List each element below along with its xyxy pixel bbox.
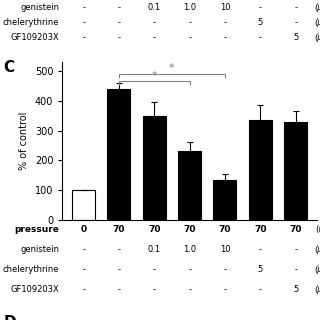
Text: 5: 5 bbox=[293, 285, 298, 294]
Text: 0.1: 0.1 bbox=[148, 3, 161, 12]
Text: -: - bbox=[223, 266, 227, 275]
Text: genistein: genistein bbox=[20, 245, 59, 254]
Text: -: - bbox=[153, 33, 156, 42]
Bar bbox=[72, 190, 95, 220]
Text: -: - bbox=[153, 266, 156, 275]
Text: -: - bbox=[153, 285, 156, 294]
Text: -: - bbox=[223, 18, 227, 27]
Text: 0.1: 0.1 bbox=[148, 245, 161, 254]
Text: -: - bbox=[294, 245, 297, 254]
Text: 0: 0 bbox=[81, 226, 87, 235]
Bar bbox=[108, 89, 131, 220]
Bar bbox=[178, 151, 201, 220]
Text: 10: 10 bbox=[220, 3, 230, 12]
Text: -: - bbox=[117, 266, 120, 275]
Text: GF109203X: GF109203X bbox=[11, 33, 59, 42]
Y-axis label: % of control: % of control bbox=[19, 112, 29, 170]
Text: -: - bbox=[294, 266, 297, 275]
Bar bbox=[213, 180, 236, 220]
Text: 5: 5 bbox=[258, 18, 263, 27]
Text: 70: 70 bbox=[113, 226, 125, 235]
Text: -: - bbox=[259, 245, 262, 254]
Text: -: - bbox=[117, 33, 120, 42]
Text: -: - bbox=[117, 285, 120, 294]
Text: *: * bbox=[151, 71, 157, 81]
Bar bbox=[143, 116, 166, 220]
Text: -: - bbox=[223, 285, 227, 294]
Text: -: - bbox=[117, 245, 120, 254]
Text: 70: 70 bbox=[289, 226, 302, 235]
Text: (μM): (μM) bbox=[315, 18, 320, 27]
Text: pressure: pressure bbox=[14, 226, 59, 235]
Text: 10: 10 bbox=[220, 245, 230, 254]
Text: genistein: genistein bbox=[20, 3, 59, 12]
Text: (μM): (μM) bbox=[315, 245, 320, 254]
Text: -: - bbox=[117, 18, 120, 27]
Text: -: - bbox=[153, 18, 156, 27]
Text: -: - bbox=[223, 33, 227, 42]
Text: -: - bbox=[82, 18, 85, 27]
Text: C: C bbox=[3, 60, 14, 76]
Text: 70: 70 bbox=[254, 226, 267, 235]
Text: chelerythrine: chelerythrine bbox=[3, 18, 59, 27]
Text: (μM): (μM) bbox=[315, 3, 320, 12]
Text: 1.0: 1.0 bbox=[183, 245, 196, 254]
Text: -: - bbox=[259, 3, 262, 12]
Text: -: - bbox=[82, 285, 85, 294]
Text: 5: 5 bbox=[293, 33, 298, 42]
Text: -: - bbox=[294, 18, 297, 27]
Text: chelerythrine: chelerythrine bbox=[3, 266, 59, 275]
Text: (μM): (μM) bbox=[315, 33, 320, 42]
Text: -: - bbox=[82, 3, 85, 12]
Text: (mmHg): (mmHg) bbox=[315, 226, 320, 235]
Text: -: - bbox=[188, 285, 191, 294]
Text: GF109203X: GF109203X bbox=[11, 285, 59, 294]
Text: -: - bbox=[259, 33, 262, 42]
Text: -: - bbox=[82, 266, 85, 275]
Text: *: * bbox=[169, 63, 175, 73]
Text: -: - bbox=[188, 266, 191, 275]
Text: 70: 70 bbox=[219, 226, 231, 235]
Text: -: - bbox=[188, 18, 191, 27]
Text: 1.0: 1.0 bbox=[183, 3, 196, 12]
Text: (μM): (μM) bbox=[315, 266, 320, 275]
Text: (μM): (μM) bbox=[315, 285, 320, 294]
Text: 70: 70 bbox=[183, 226, 196, 235]
Bar bbox=[284, 122, 307, 220]
Text: -: - bbox=[294, 3, 297, 12]
Text: -: - bbox=[82, 33, 85, 42]
Text: -: - bbox=[117, 3, 120, 12]
Text: -: - bbox=[82, 245, 85, 254]
Bar bbox=[249, 120, 272, 220]
Text: D: D bbox=[3, 315, 16, 320]
Text: 5: 5 bbox=[258, 266, 263, 275]
Text: -: - bbox=[188, 33, 191, 42]
Text: 70: 70 bbox=[148, 226, 161, 235]
Text: -: - bbox=[259, 285, 262, 294]
